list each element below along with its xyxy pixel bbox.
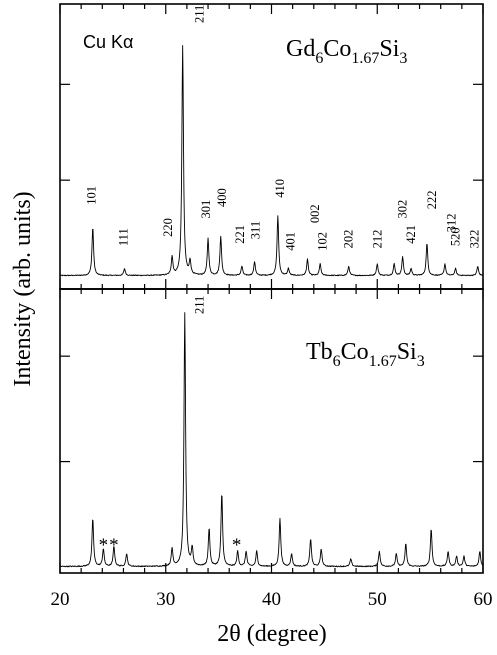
impurity-star: *: [99, 535, 109, 556]
impurity-star: *: [109, 535, 119, 556]
hkl-label: 322: [468, 230, 482, 249]
hkl-label: 311: [249, 221, 263, 239]
axis-ticks: [59, 4, 484, 573]
hkl-label: 401: [284, 232, 298, 251]
hkl-label: 220: [161, 218, 175, 237]
hkl-label: 211: [193, 296, 207, 314]
x-tick-label: 20: [51, 589, 70, 610]
bottom-compound-label: Tb6Co1.67Si3: [306, 339, 425, 370]
bottom-panel-frame: [59, 288, 484, 574]
hkl-label: 111: [116, 228, 130, 246]
hkl-label: 211: [193, 5, 207, 23]
x-tick-label: 50: [368, 589, 387, 610]
x-tick-label: 40: [262, 589, 281, 610]
hkl-label: 410: [273, 179, 287, 198]
x-tick-labels: 20 30 40 50 60: [51, 589, 493, 610]
hkl-label: 421: [404, 225, 418, 244]
bottom-diffraction-trace: [59, 312, 484, 568]
x-tick-label: 30: [156, 589, 175, 610]
hkl-label: 302: [396, 200, 410, 219]
hkl-label: 520: [449, 227, 463, 246]
x-axis-label: 2θ (degree): [217, 621, 326, 647]
hkl-label: 212: [370, 230, 384, 249]
hkl-label: 101: [85, 186, 99, 205]
impurity-markers: * * *: [99, 535, 242, 556]
top-diffraction-trace: [59, 45, 484, 277]
hkl-label: 102: [315, 232, 329, 251]
hkl-label: 221: [233, 225, 247, 244]
hkl-label: 002: [308, 204, 322, 223]
hkl-label: 301: [199, 200, 213, 219]
hkl-label: 312: [444, 214, 458, 233]
hkl-label: 202: [342, 230, 356, 249]
radiation-label: Cu Kα: [83, 32, 133, 52]
hkl-label: 400: [215, 188, 229, 207]
x-tick-label: 60: [474, 589, 493, 610]
hkl-label: 222: [425, 191, 439, 210]
y-axis-label: Intensity (arb. units): [10, 191, 36, 386]
top-compound-label: Gd6Co1.67Si3: [286, 36, 407, 67]
impurity-star: *: [232, 535, 242, 556]
